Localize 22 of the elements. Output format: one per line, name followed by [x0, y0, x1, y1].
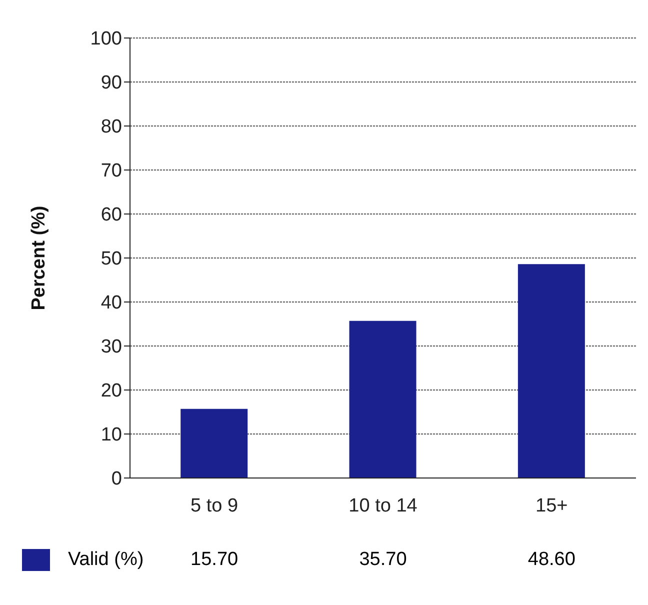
y-tick-label: 40: [100, 292, 122, 314]
data-label: 48.60: [526, 549, 576, 571]
y-tick-label: 90: [100, 72, 122, 94]
y-axis-title: Percent (%): [28, 206, 50, 310]
bar: [349, 320, 416, 478]
x-tick-label: 5 to 9: [190, 495, 238, 516]
legend-label: Valid (%): [68, 549, 144, 571]
y-tick-label: 80: [100, 116, 122, 138]
y-tick-label: 100: [90, 28, 122, 50]
y-tick-label: 50: [100, 248, 122, 270]
y-tick-label: 30: [100, 336, 122, 358]
y-tick-label: 60: [100, 204, 122, 226]
y-tick-label: 20: [100, 380, 122, 402]
y-tick-label: 0: [111, 468, 122, 490]
x-tick-label: 10 to 14: [348, 495, 418, 516]
y-tick-label: 10: [100, 424, 122, 446]
data-label: 35.70: [358, 549, 408, 571]
x-tick-label: 15+: [536, 495, 568, 516]
bar: [518, 264, 585, 478]
y-tick-label: 70: [100, 160, 122, 182]
bar: [180, 408, 248, 478]
data-label: 15.70: [190, 549, 240, 571]
